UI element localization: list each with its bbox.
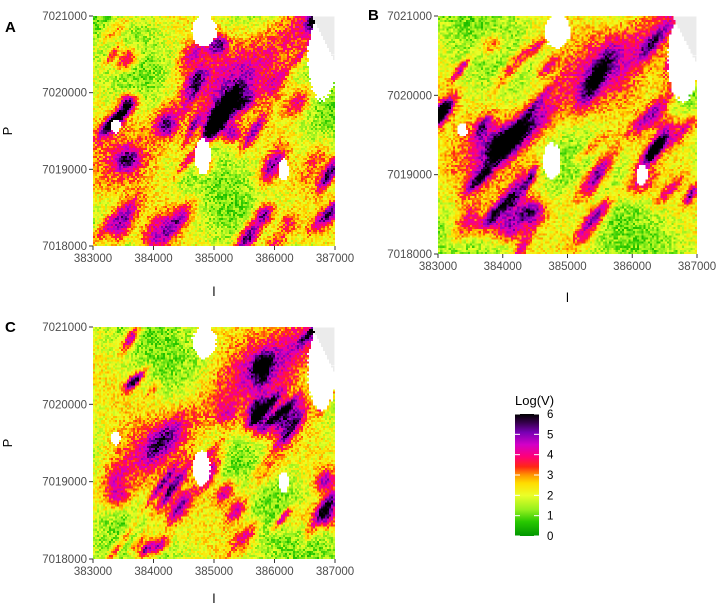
legend-tick-label: 0 [547,531,553,543]
heatmap-raster [93,327,335,559]
y-tick-label: 7019000 [387,170,432,182]
x-tick-label: 386000 [613,261,651,273]
x-axis-title: l [213,591,216,606]
y-axis-title: P [0,439,15,448]
x-tick-label: 384000 [484,261,522,273]
y-tick-label: 7018000 [387,249,432,261]
legend-tick-label: 6 [547,409,553,421]
x-tick-label: 386000 [255,253,293,265]
legend: Log(V) 0 1 2 3 4 5 6 [515,393,554,543]
panel-label: A [5,19,16,36]
panel-b: 383000 384000 385000 386000 387000 7018000 701… [368,7,716,305]
y-tick-label: 7021000 [42,11,87,23]
x-tick-label: 385000 [195,566,233,578]
panel-label: C [5,319,16,336]
y-tick-label: 7018000 [42,241,87,253]
x-tick-label: 385000 [548,261,586,273]
y-tick-label: 7018000 [42,554,87,566]
panel-c: 383000 384000 385000 386000 387000 7018000 701… [0,319,354,606]
y-tick-label: 7020000 [42,399,87,411]
panel-label: B [368,7,379,24]
legend-tick-label: 3 [547,470,553,482]
x-tick-label: 387000 [678,261,716,273]
legend-tick-label: 5 [547,429,553,441]
heatmap-raster [93,16,335,246]
y-tick-label: 7020000 [42,88,87,100]
x-tick-label: 386000 [255,566,293,578]
x-tick-label: 383000 [74,566,112,578]
legend-tick-label: 1 [547,511,553,523]
x-tick-label: 384000 [134,253,172,265]
x-tick-label: 383000 [74,253,112,265]
x-tick-label: 387000 [316,253,354,265]
legend-tick-label: 4 [547,450,554,462]
heatmap-raster [438,16,697,254]
y-tick-label: 7019000 [42,477,87,489]
y-tick-label: 7020000 [387,90,432,102]
panel-a: 383000 384000 385000 386000 387000 7018000 701… [0,11,354,299]
x-axis-title: l [566,290,569,305]
x-tick-label: 384000 [134,566,172,578]
x-tick-label: 385000 [195,253,233,265]
legend-tick-label: 2 [547,490,553,502]
legend-title: Log(V) [515,393,554,408]
x-tick-label: 383000 [419,261,457,273]
y-axis-title: P [0,127,15,136]
y-tick-label: 7019000 [42,164,87,176]
y-tick-label: 7021000 [387,11,432,23]
y-tick-label: 7021000 [42,322,87,334]
x-tick-label: 387000 [316,566,354,578]
x-axis-title: l [213,284,216,299]
